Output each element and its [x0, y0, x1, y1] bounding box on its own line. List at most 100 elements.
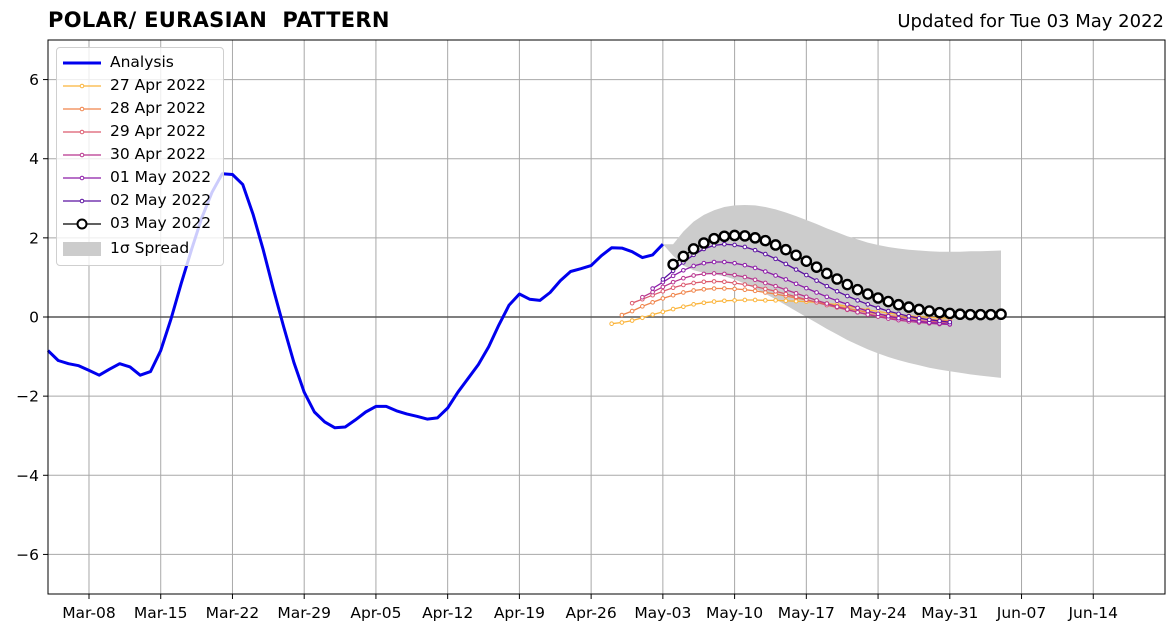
forecast-point — [742, 244, 748, 250]
chart-title: POLAR/ EURASIAN PATTERN — [48, 8, 390, 32]
forecast-point — [691, 263, 696, 269]
x-tick-label: Apr-19 — [494, 604, 545, 622]
forecast-point — [845, 307, 850, 312]
forecast-point — [650, 312, 655, 317]
legend-label-spread: 1σ Spread — [110, 239, 190, 257]
forecast-point — [974, 308, 987, 321]
series-f03may — [667, 229, 1007, 321]
forecast-point — [732, 286, 737, 292]
forecast-point — [783, 298, 789, 304]
forecast-point — [759, 234, 772, 247]
y-tick-label: −4 — [16, 467, 39, 485]
forecast-point — [773, 256, 778, 262]
forecast-point — [814, 290, 819, 295]
forecast-point — [906, 313, 912, 319]
legend-item-spread: 1σ Spread — [57, 237, 223, 259]
forecast-point — [814, 278, 819, 283]
forecast-point — [845, 302, 850, 307]
forecast-point — [691, 302, 696, 307]
spread-patch-icon — [63, 242, 101, 256]
series-analysis — [46, 172, 664, 430]
forecast-point — [742, 274, 748, 280]
x-tick-label: May-10 — [706, 604, 763, 622]
forecast-point — [722, 259, 727, 265]
x-tick-label: Jun-14 — [1067, 604, 1118, 622]
forecast-line-icon — [63, 198, 101, 204]
y-tick-label: 4 — [29, 150, 39, 168]
forecast-point — [742, 282, 748, 287]
forecast-point — [763, 251, 768, 257]
x-tick-label: Mar-29 — [277, 604, 331, 622]
forecast-point — [711, 286, 717, 291]
forecast-point — [752, 265, 758, 271]
forecast-point — [947, 319, 953, 325]
x-tick-label: May-24 — [850, 604, 907, 622]
x-tick-label: May-17 — [778, 604, 835, 622]
forecast-point — [640, 315, 645, 321]
forecast-point — [903, 301, 915, 313]
forecast-point — [793, 290, 799, 296]
forecast-point — [793, 281, 799, 287]
legend-item-28apr: 28 Apr 2022 — [57, 97, 223, 119]
y-tick-label: 2 — [29, 229, 39, 247]
forecast-point — [650, 300, 655, 305]
forecast-point — [670, 292, 676, 298]
legend-label-01may: 01 May 2022 — [110, 168, 212, 186]
legend-item-29apr: 29 Apr 2022 — [57, 120, 223, 142]
forecast-point — [886, 308, 891, 314]
forecast-point — [711, 299, 717, 304]
forecast-point — [711, 279, 717, 284]
forecast-point — [732, 242, 737, 248]
forecast-point — [984, 308, 997, 321]
forecast-point — [913, 303, 925, 316]
forecast-point — [629, 308, 635, 314]
y-tick-label: 6 — [29, 71, 39, 89]
forecast-point — [790, 249, 802, 262]
forecast-point — [824, 294, 830, 300]
forecast-point — [701, 271, 707, 277]
forecast-point — [722, 279, 727, 285]
forecast-point — [954, 308, 966, 321]
legend-label-30apr: 30 Apr 2022 — [110, 145, 206, 163]
forecast-point — [834, 288, 840, 294]
forecast-point — [927, 317, 932, 323]
forecast-point — [824, 283, 830, 289]
forecast-point — [834, 298, 840, 304]
x-tick-label: Apr-05 — [350, 604, 401, 622]
legend-label-03may: 03 May 2022 — [110, 214, 212, 232]
forecast-line-icon — [63, 129, 101, 135]
forecast-point — [763, 280, 768, 286]
legend-item-01may: 01 May 2022 — [57, 166, 223, 188]
forecast-point — [670, 273, 676, 279]
forecast-point — [660, 309, 666, 315]
forecast-point — [865, 308, 871, 314]
forecast-point — [906, 317, 912, 323]
forecast-circle-icon — [63, 218, 101, 230]
forecast-point — [773, 298, 778, 303]
forecast-point — [619, 320, 625, 325]
legend-label-02may: 02 May 2022 — [110, 191, 212, 209]
forecast-point — [619, 312, 625, 318]
forecast-point — [875, 311, 881, 317]
forecast-point — [629, 300, 635, 306]
forecast-point — [739, 230, 751, 242]
x-tick-label: Mar-08 — [62, 604, 116, 622]
forecast-point — [821, 267, 833, 280]
forecast-point — [763, 269, 768, 274]
forecast-point — [660, 296, 666, 301]
forecast-point — [728, 229, 741, 242]
forecast-point — [667, 258, 679, 271]
forecast-point — [718, 230, 731, 243]
forecast-line-icon — [63, 152, 101, 158]
forecast-point — [834, 304, 840, 310]
forecast-point — [824, 301, 830, 306]
forecast-point — [732, 298, 737, 303]
forecast-point — [660, 284, 666, 290]
y-tick-label: −2 — [16, 388, 39, 406]
forecast-point — [742, 297, 748, 303]
forecast-point — [845, 293, 850, 299]
forecast-point — [650, 286, 655, 291]
x-tick-label: Jun-07 — [996, 604, 1047, 622]
x-tick-label: May-31 — [921, 604, 978, 622]
forecast-point — [752, 277, 758, 283]
